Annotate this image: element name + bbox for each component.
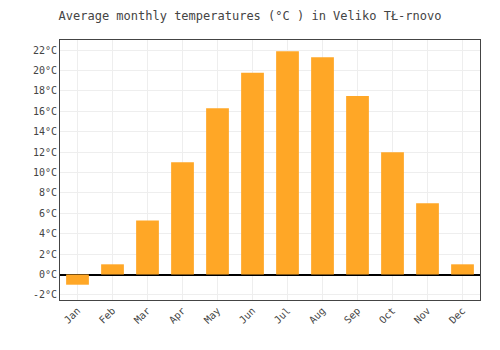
- svg-text:Jan: Jan: [62, 305, 83, 326]
- svg-text:Jun: Jun: [237, 305, 258, 326]
- svg-text:-2°C: -2°C: [33, 289, 57, 300]
- svg-text:12°C: 12°C: [33, 147, 57, 158]
- svg-text:0°C: 0°C: [39, 269, 57, 280]
- svg-text:May: May: [202, 305, 223, 326]
- svg-text:10°C: 10°C: [33, 167, 57, 178]
- svg-text:Mar: Mar: [132, 305, 153, 326]
- svg-text:Apr: Apr: [167, 305, 188, 326]
- svg-text:18°C: 18°C: [33, 85, 57, 96]
- svg-text:4°C: 4°C: [39, 228, 57, 239]
- svg-text:2°C: 2°C: [39, 249, 57, 260]
- svg-text:Sep: Sep: [342, 305, 363, 326]
- svg-text:Dec: Dec: [447, 305, 468, 326]
- svg-text:22°C: 22°C: [33, 45, 57, 56]
- svg-text:Aug: Aug: [307, 305, 328, 326]
- svg-text:Jul: Jul: [272, 305, 293, 326]
- svg-text:16°C: 16°C: [33, 106, 57, 117]
- svg-text:Oct: Oct: [377, 305, 398, 326]
- svg-text:6°C: 6°C: [39, 208, 57, 219]
- svg-text:20°C: 20°C: [33, 65, 57, 76]
- svg-text:14°C: 14°C: [33, 126, 57, 137]
- svg-text:Nov: Nov: [412, 305, 433, 326]
- svg-text:8°C: 8°C: [39, 187, 57, 198]
- svg-text:Feb: Feb: [97, 305, 118, 326]
- svg-text:Average monthly temperatures (: Average monthly temperatures (°C ) in Ve…: [59, 9, 442, 23]
